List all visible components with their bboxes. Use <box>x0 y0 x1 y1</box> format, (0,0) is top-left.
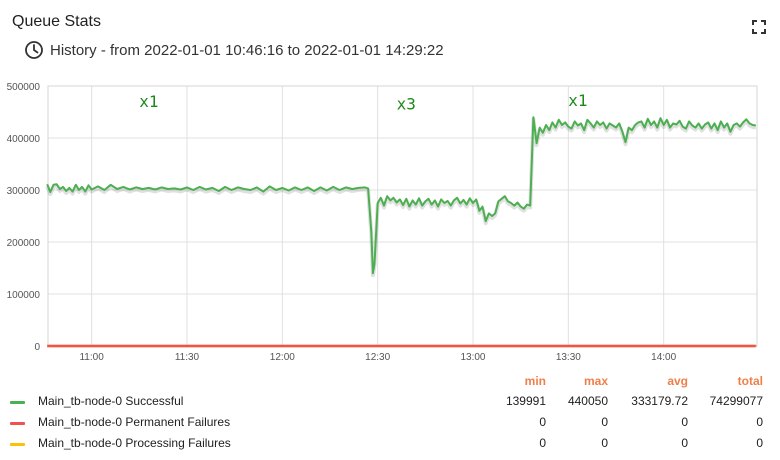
x-tick-label: 12:30 <box>365 352 390 363</box>
legend-max: 440050 <box>567 394 608 408</box>
y-tick-label: 300000 <box>7 186 41 197</box>
legend-avg: 0 <box>681 436 688 450</box>
y-tick-label: 100000 <box>7 290 41 301</box>
legend-avg: 333179.72 <box>631 394 688 408</box>
legend-min: 0 <box>539 436 546 450</box>
legend-min: 0 <box>539 415 546 429</box>
queue-stats-chart: 0 100000 200000 300000 400000 500000 11:00 11:3… <box>7 82 758 363</box>
widget-title: Queue Stats <box>12 13 101 30</box>
legend-total: 0 <box>756 436 763 450</box>
x-tick-label: 11:30 <box>175 352 200 363</box>
chart-annotation: x1 <box>568 91 587 110</box>
legend-swatch <box>10 401 25 404</box>
x-tick-label: 12:00 <box>270 352 295 363</box>
series-line <box>46 116 756 275</box>
chart-annotation: x1 <box>139 92 158 111</box>
x-tick-label: 13:30 <box>556 352 581 363</box>
legend-header-total: total <box>737 374 763 388</box>
legend-row-successful[interactable]: Main_tb-node-0 Successful 139991 440050 … <box>0 392 780 412</box>
legend-row-processing-failures[interactable]: Main_tb-node-0 Processing Failures 0 0 0… <box>0 434 780 454</box>
x-tick-label: 13:00 <box>460 352 485 363</box>
y-tick-label: 500000 <box>7 82 41 93</box>
y-tick-label: 0 <box>34 342 40 353</box>
chart-annotation: x3 <box>397 94 416 113</box>
legend-header-avg: avg <box>667 374 688 388</box>
clock-icon <box>25 41 43 59</box>
series-line-shadow <box>45 117 757 278</box>
history-subtitle: History - from 2022-01-01 10:46:16 to 20… <box>24 40 444 60</box>
legend-header-max: max <box>583 374 608 388</box>
legend-row-permanent-failures[interactable]: Main_tb-node-0 Permanent Failures 0 0 0 … <box>0 413 780 433</box>
x-tick-label: 11:00 <box>79 352 104 363</box>
y-tick-label: 400000 <box>7 134 41 145</box>
legend-swatch <box>10 443 25 446</box>
legend-avg: 0 <box>681 415 688 429</box>
legend-header-min: min <box>524 374 546 388</box>
legend-total: 74299077 <box>709 394 763 408</box>
legend-label[interactable]: Main_tb-node-0 Processing Failures <box>38 436 231 450</box>
legend-max: 0 <box>601 436 608 450</box>
legend-total: 0 <box>756 415 763 429</box>
legend-label[interactable]: Main_tb-node-0 Successful <box>38 394 184 408</box>
legend-max: 0 <box>601 415 608 429</box>
legend-min: 139991 <box>505 394 546 408</box>
x-tick-label: 14:00 <box>651 352 676 363</box>
legend-swatch <box>10 422 25 425</box>
fullscreen-icon[interactable] <box>752 20 766 34</box>
y-tick-label: 200000 <box>7 238 41 249</box>
history-range-text: History - from 2022-01-01 10:46:16 to 20… <box>50 41 444 59</box>
legend-label[interactable]: Main_tb-node-0 Permanent Failures <box>38 415 231 429</box>
